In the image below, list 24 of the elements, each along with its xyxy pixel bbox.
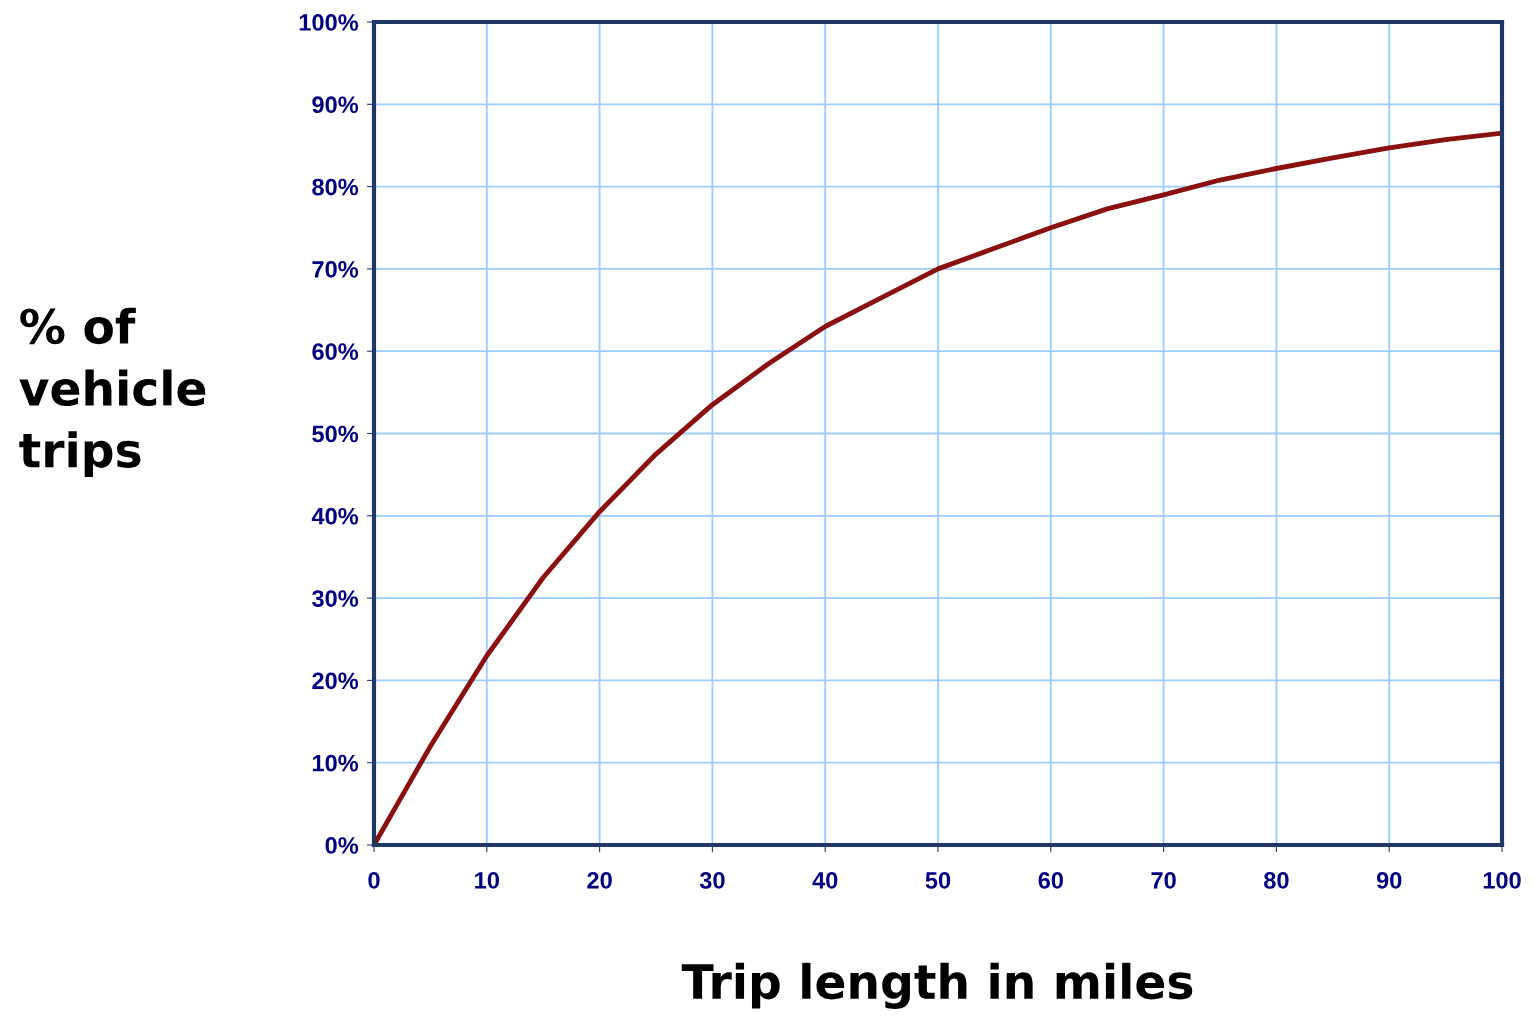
x-tick-label: 30 bbox=[699, 872, 725, 889]
x-tick-label: 70 bbox=[1151, 872, 1176, 889]
y-tick-label: 0% bbox=[325, 837, 359, 854]
y-tick-label: 100% bbox=[299, 14, 359, 31]
x-tick-label: 90 bbox=[1376, 872, 1402, 889]
x-axis-title: Trip length in miles bbox=[681, 962, 1193, 1009]
y-tick-label: 20% bbox=[312, 672, 359, 690]
x-tick-label: 60 bbox=[1038, 872, 1063, 889]
y-tick-label: 10% bbox=[312, 754, 359, 772]
x-tick-label: 40 bbox=[812, 872, 838, 889]
x-tick-label: 50 bbox=[925, 872, 951, 889]
x-tick-label: 80 bbox=[1264, 872, 1289, 889]
x-tick-label: 20 bbox=[587, 872, 612, 889]
y-tick-label: 40% bbox=[311, 507, 359, 525]
y-tick-label: 70% bbox=[312, 260, 359, 278]
y-axis-title: % of vehicle trips bbox=[19, 307, 206, 478]
x-tick-label: 100 bbox=[1483, 872, 1521, 889]
y-tick-label: 50% bbox=[312, 425, 359, 443]
y-tick-label: 60% bbox=[312, 343, 359, 360]
y-tick-label: 90% bbox=[312, 96, 359, 114]
x-tick-label: 10 bbox=[475, 872, 499, 889]
y-tick-label: 30% bbox=[312, 590, 359, 607]
y-tick-label: 80% bbox=[312, 178, 359, 196]
x-tick-label: 0 bbox=[368, 872, 380, 889]
